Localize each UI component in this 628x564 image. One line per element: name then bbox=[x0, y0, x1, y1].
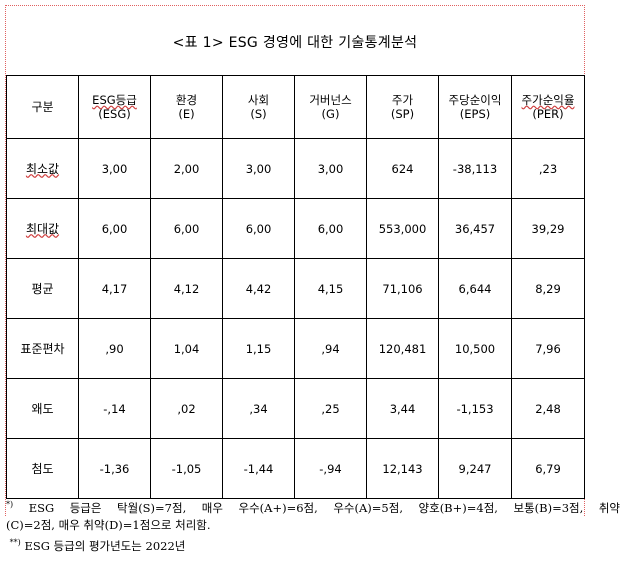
header-esg: ESG등급 (ESG) bbox=[78, 75, 151, 139]
table-row-mean: 평균 4,17 4,12 4,42 4,15 71,106 6,644 8,29 bbox=[6, 258, 585, 319]
cell: 8,29 bbox=[511, 258, 585, 319]
table-row-max: 최대값 6,00 6,00 6,00 6,00 553,000 36,457 3… bbox=[6, 198, 585, 259]
cell: 120,481 bbox=[366, 318, 439, 379]
cell: 6,79 bbox=[511, 438, 585, 499]
row-label: 표준편차 bbox=[6, 318, 79, 379]
document-frame bbox=[5, 5, 585, 516]
row-label: 평균 bbox=[6, 258, 79, 319]
cell: 9,247 bbox=[438, 438, 512, 499]
cell: 1,04 bbox=[150, 318, 223, 379]
cell: 3,00 bbox=[78, 138, 151, 199]
footnote-1-line-1: *) ESG 등급은 탁월(S)=7점, 매우 우수(A+)=6점, 우수(A)… bbox=[6, 496, 620, 517]
cell: 4,42 bbox=[222, 258, 295, 319]
cell: -38,113 bbox=[438, 138, 512, 199]
cell: 39,29 bbox=[511, 198, 585, 259]
footnote-1-line-2: (C)=2점, 매우 취약(D)=1점으로 처리함. bbox=[6, 518, 211, 532]
table-row-skewness: 왜도 -,14 ,02 ,34 ,25 3,44 -1,153 2,48 bbox=[6, 378, 585, 439]
row-label: 최대값 bbox=[6, 198, 79, 259]
cell: -1,153 bbox=[438, 378, 512, 439]
footnote-2-text: ESG 등급의 평가년도는 2022년 bbox=[24, 539, 186, 553]
cell: 4,12 bbox=[150, 258, 223, 319]
cell: 3,00 bbox=[222, 138, 295, 199]
cell: 624 bbox=[366, 138, 439, 199]
cell: 3,44 bbox=[366, 378, 439, 439]
cell: 4,15 bbox=[294, 258, 367, 319]
cell: ,90 bbox=[78, 318, 151, 379]
row-label: 첨도 bbox=[6, 438, 79, 499]
cell: 2,00 bbox=[150, 138, 223, 199]
cell: 4,17 bbox=[78, 258, 151, 319]
cell: 6,00 bbox=[150, 198, 223, 259]
cell: 2,48 bbox=[511, 378, 585, 439]
cell: ,02 bbox=[150, 378, 223, 439]
header-social: 사회 (S) bbox=[222, 75, 295, 139]
cell: 6,644 bbox=[438, 258, 512, 319]
cell: 7,96 bbox=[511, 318, 585, 379]
footnote-2-mark: **) bbox=[9, 538, 21, 547]
table-row-stddev: 표준편차 ,90 1,04 1,15 ,94 120,481 10,500 7,… bbox=[6, 318, 585, 379]
cell: ,34 bbox=[222, 378, 295, 439]
statistics-table: 구분 ESG등급 (ESG) 환경 (E) 사회 (S) 거버넌스 (G) 주가 (SP)… bbox=[6, 75, 585, 499]
cell: 12,143 bbox=[366, 438, 439, 499]
cell: -1,36 bbox=[78, 438, 151, 499]
footnote-1-text: ESG 등급은 탁월(S)=7점, 매우 우수(A+)=6점, 우수(A)=5점… bbox=[28, 501, 621, 515]
cell: -,14 bbox=[78, 378, 151, 439]
cell: ,23 bbox=[511, 138, 585, 199]
table-header-row: 구분 ESG등급 (ESG) 환경 (E) 사회 (S) 거버넌스 (G) 주가 (SP)… bbox=[6, 75, 585, 139]
footnote-1-mark: *) bbox=[6, 500, 14, 509]
footnotes: *) ESG 등급은 탁월(S)=7점, 매우 우수(A+)=6점, 우수(A)… bbox=[6, 496, 620, 555]
header-environment: 환경 (E) bbox=[150, 75, 223, 139]
row-label: 최소값 bbox=[6, 138, 79, 199]
header-stock-price: 주가 (SP) bbox=[366, 75, 439, 139]
cell: 3,00 bbox=[294, 138, 367, 199]
cell: 6,00 bbox=[78, 198, 151, 259]
cell: 6,00 bbox=[222, 198, 295, 259]
table-row-min: 최소값 3,00 2,00 3,00 3,00 624 -38,113 ,23 bbox=[6, 138, 585, 199]
cell: 10,500 bbox=[438, 318, 512, 379]
cell: 6,00 bbox=[294, 198, 367, 259]
cell: -1,05 bbox=[150, 438, 223, 499]
cell: ,94 bbox=[294, 318, 367, 379]
cell: -1,44 bbox=[222, 438, 295, 499]
row-label: 왜도 bbox=[6, 378, 79, 439]
header-category: 구분 bbox=[6, 75, 79, 139]
cell: 553,000 bbox=[366, 198, 439, 259]
header-eps: 주당순이익 (EPS) bbox=[438, 75, 512, 139]
cell: -,94 bbox=[294, 438, 367, 499]
cell: 1,15 bbox=[222, 318, 295, 379]
cell: ,25 bbox=[294, 378, 367, 439]
cell: 36,457 bbox=[438, 198, 512, 259]
table-title: <표 1> ESG 경영에 대한 기술통계분석 bbox=[172, 35, 418, 51]
header-governance: 거버넌스 (G) bbox=[294, 75, 367, 139]
footnote-2: **) ESG 등급의 평가년도는 2022년 bbox=[6, 534, 620, 555]
cell: 71,106 bbox=[366, 258, 439, 319]
table-row-kurtosis: 첨도 -1,36 -1,05 -1,44 -,94 12,143 9,247 6… bbox=[6, 438, 585, 499]
header-per: 주가순익율 (PER) bbox=[511, 75, 585, 139]
